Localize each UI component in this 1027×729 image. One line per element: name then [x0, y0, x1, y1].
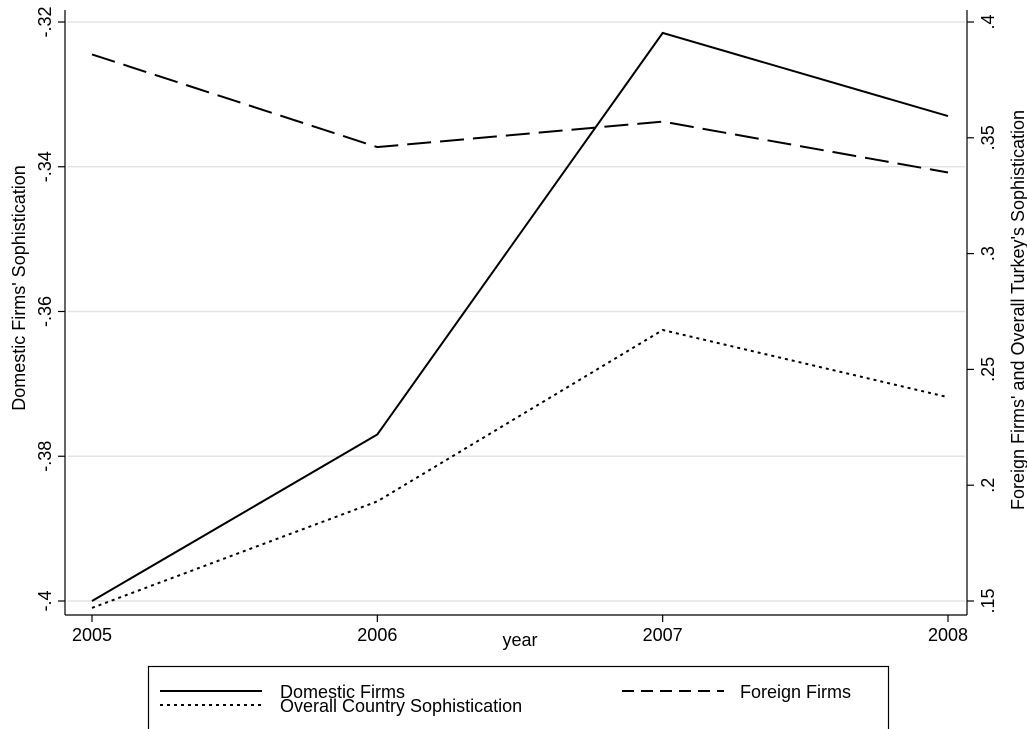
- right-y-tick-label: .3: [978, 246, 998, 261]
- x-tick-label: 2008: [928, 625, 968, 645]
- right-y-axis-title: Foreign Firms' and Overall Turkey's Soph…: [1008, 110, 1027, 510]
- left-y-tick-label: -.36: [35, 296, 55, 327]
- series-line-solid: [91, 31, 949, 602]
- right-y-tick-label: .15: [978, 588, 998, 613]
- x-axis-title: year: [502, 630, 537, 650]
- legend: Domestic Firms Foreign Firms Overall Cou…: [147, 665, 890, 729]
- legend-label: Foreign Firms: [740, 682, 851, 702]
- left-y-tick-label: -.38: [35, 441, 55, 472]
- legend-label: Overall Country Sophistication: [280, 696, 522, 716]
- legend-label: Domestic Firms: [280, 682, 405, 702]
- series-line-dashed: [91, 53, 949, 174]
- left-y-tick-label: -.34: [35, 151, 55, 182]
- right-y-tick-label: .25: [978, 357, 998, 382]
- x-tick-label: 2007: [643, 625, 683, 645]
- legend-item-foreign: Foreign Firms: [622, 682, 851, 702]
- legend-item-domestic: Domestic Firms: [160, 682, 405, 702]
- right-y-tick-label: .4: [978, 14, 998, 29]
- left-y-tick-label: -.32: [35, 6, 55, 37]
- series-line-dotted: [91, 328, 949, 609]
- legend-item-overall: Overall Country Sophistication: [160, 696, 522, 716]
- legend-box: [147, 665, 890, 729]
- axes: -.4 -.38 -.36 -.34 -.32 .15 .2 .25 .3 .35 .4 2005 20…: [35, 6, 998, 645]
- gridlines: [68, 21, 965, 602]
- x-tick-label: 2005: [72, 625, 112, 645]
- right-y-tick-label: .35: [978, 125, 998, 150]
- right-y-tick-label: .2: [978, 478, 998, 493]
- left-y-tick-label: -.4: [35, 590, 55, 611]
- x-tick-label: 2006: [357, 625, 397, 645]
- left-y-axis-title: Domestic Firms' Sophistication: [9, 165, 29, 411]
- series-lines: [91, 31, 949, 609]
